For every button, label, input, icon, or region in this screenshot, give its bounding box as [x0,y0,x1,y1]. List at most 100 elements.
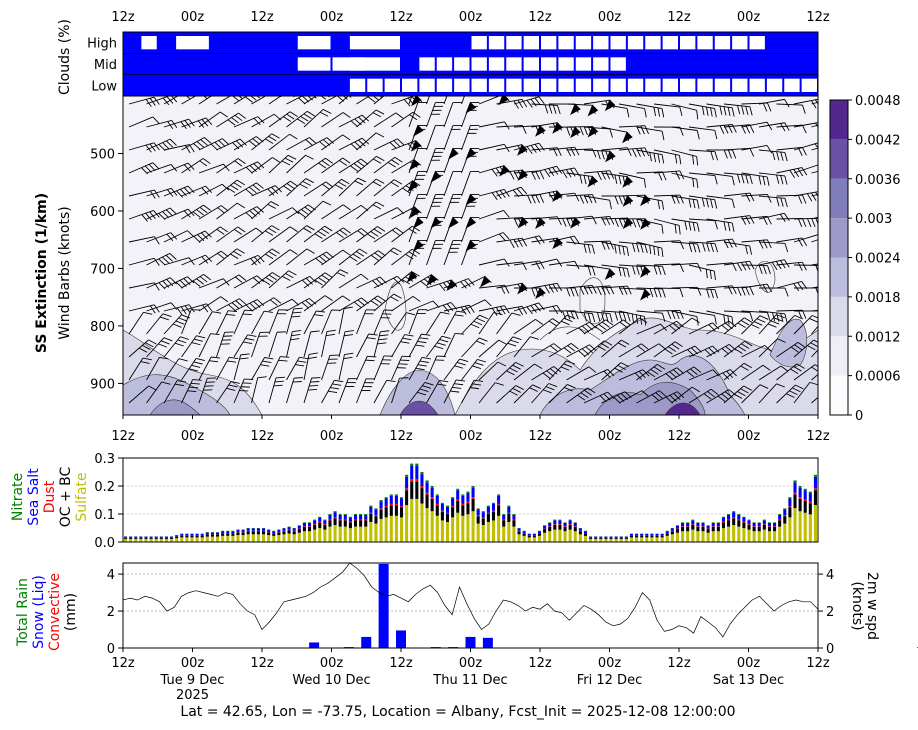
aerosol-bar [149,536,153,542]
cloud-clear-box [558,57,574,71]
aerosol-bar [691,519,695,542]
wind-barb [356,309,376,335]
wind-barb [583,195,612,210]
cloud-clear-box [454,78,470,92]
aerosol-bar [267,529,271,542]
wind-barb [461,275,492,289]
wind-barb [443,333,465,358]
wind-barb [793,381,818,404]
cloud-clear-box [471,57,487,71]
wind-barb [548,216,581,229]
top-time-label: 12z [528,10,552,25]
wind-barb [268,207,300,220]
wind-barb [443,216,462,243]
wind-barb [163,336,189,358]
ylabel-convective: Convective [47,573,63,651]
wind-barb [268,356,290,381]
wind-barb [653,170,685,180]
aerosol-bar [752,522,756,542]
aerosol-bar [778,514,782,542]
aerosol-bar [210,532,214,542]
cloud-row-label-mid: Mid [94,58,117,73]
aerosol-bar [721,516,725,542]
wind-barb [566,321,597,335]
cloud-clear-box [645,36,661,50]
wind-barb [461,124,480,151]
wind-barb [601,195,634,207]
aerosol-bar [384,497,388,542]
aerosol-bar [747,519,751,542]
date-label: Tue 9 Dec [160,673,225,688]
colorbar-tick-label: 0.0036 [855,173,901,188]
cloud-clear-box [714,36,731,50]
wind-barb [408,216,427,243]
wind-barb [671,386,700,404]
wind-barb [566,366,597,381]
ytick-label: 500 [90,147,115,162]
wind-barb [583,369,615,381]
wind-barb [373,179,403,197]
cloud-clear-box [575,36,592,50]
wind-barb [163,118,195,130]
wind-barb [461,147,480,174]
aerosol-bar [185,533,189,542]
wind-barb [566,344,597,358]
aerosol-bar [583,530,588,542]
aerosol-bar [353,514,358,542]
aerosol-bar [609,536,613,542]
aerosol-bar [348,516,352,542]
aerosol-bar [359,514,363,542]
wind-barb [653,341,683,358]
wind-barb [426,101,445,128]
aerosol-bar [737,514,741,542]
aerosol-bar [369,505,373,542]
wind-barb [653,287,684,298]
wind-barb [216,298,247,312]
wind-barb [671,103,699,120]
wind-barb [776,384,804,404]
ylabel-total-rain: Total Rain [15,578,31,647]
wind-barb [776,314,804,335]
wind-barb [286,154,314,174]
wind-barb [233,378,254,404]
aerosol-bar [272,530,276,542]
wind-barb [286,178,315,197]
wind-barb [566,264,596,276]
wind-barb [548,146,580,157]
wind-barb [408,273,439,289]
top-time-label: 00z [737,10,761,25]
legend-sea-salt: Sea Salt [26,468,42,526]
aerosol-bar [379,500,383,542]
wind-barb [601,126,633,144]
wind-barb [356,132,385,151]
wind-barb [443,170,462,197]
wind-barb [321,227,351,243]
wind-barb [373,355,393,381]
wind-barb [268,376,285,404]
wind-barb [408,101,427,128]
wind-barb [811,325,818,335]
wind-barb [776,167,808,178]
aerosol-bar [246,528,250,542]
wind-barb [181,309,200,335]
wind-barb [233,353,250,381]
precip-yticks: 0 2 4 [107,568,123,657]
aerosol-bar [251,528,255,542]
wind-barb [303,272,333,289]
wind-ytick-label: 0 [826,642,834,657]
aerosol-bar [655,533,659,542]
wind-barb [583,310,613,323]
wind-barb [618,103,647,118]
wind-barb [443,304,475,315]
wind-barb [723,241,753,255]
wind-barb [408,96,413,105]
wind-barb [758,195,788,208]
wind-barb [268,180,299,197]
aerosol-bar [512,514,516,542]
cloud-clear-box [297,57,331,71]
wind-barb [706,195,735,209]
wind-barb [741,384,769,404]
aerosol-bar [624,536,628,542]
wind-barb [618,217,651,230]
wind-barb [723,103,753,116]
